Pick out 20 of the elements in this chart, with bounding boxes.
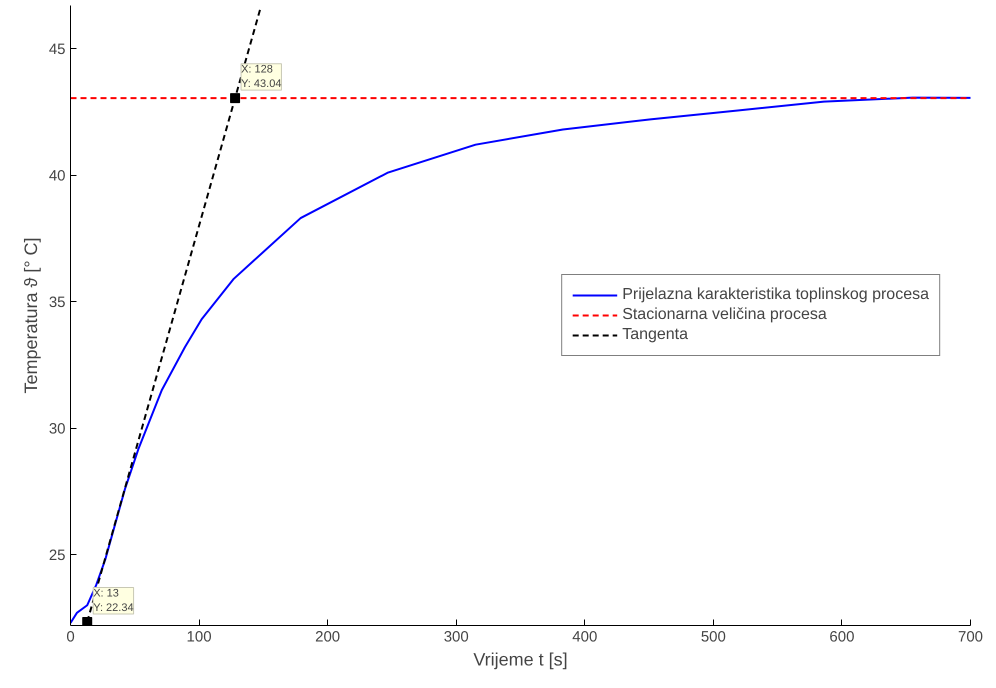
- x-tick-label: 300: [444, 628, 469, 646]
- y-tick-label: 45: [48, 41, 66, 58]
- x-tick-label: 200: [315, 628, 340, 646]
- annotation: X: 128 Y: 43.04: [241, 64, 282, 90]
- x-tick-label: 0: [66, 628, 75, 646]
- y-tick-label: 40: [48, 168, 66, 185]
- y-tick-label: 30: [48, 420, 66, 438]
- x-tick-label: 600: [829, 628, 854, 646]
- y-tick-label: 35: [48, 294, 66, 312]
- x-axis-title: Vrijeme t [s]: [473, 650, 568, 670]
- x-tick-label: 100: [186, 628, 212, 646]
- legend-label: Stacionarna veličina procesa: [622, 306, 827, 324]
- x-tick-label: 500: [700, 628, 726, 646]
- x-tick-label: 400: [572, 628, 598, 646]
- annotation: X: 13 Y: 22.34: [93, 588, 134, 614]
- legend-label: Prijelazna karakteristika toplinskog procesa: [622, 286, 929, 304]
- y-tick-label: 25: [48, 547, 66, 564]
- y-axis-title: Temperatura ϑ [° C]: [20, 237, 41, 394]
- legend-label: Tangenta: [622, 326, 688, 344]
- x-tick-label: 700: [958, 628, 984, 646]
